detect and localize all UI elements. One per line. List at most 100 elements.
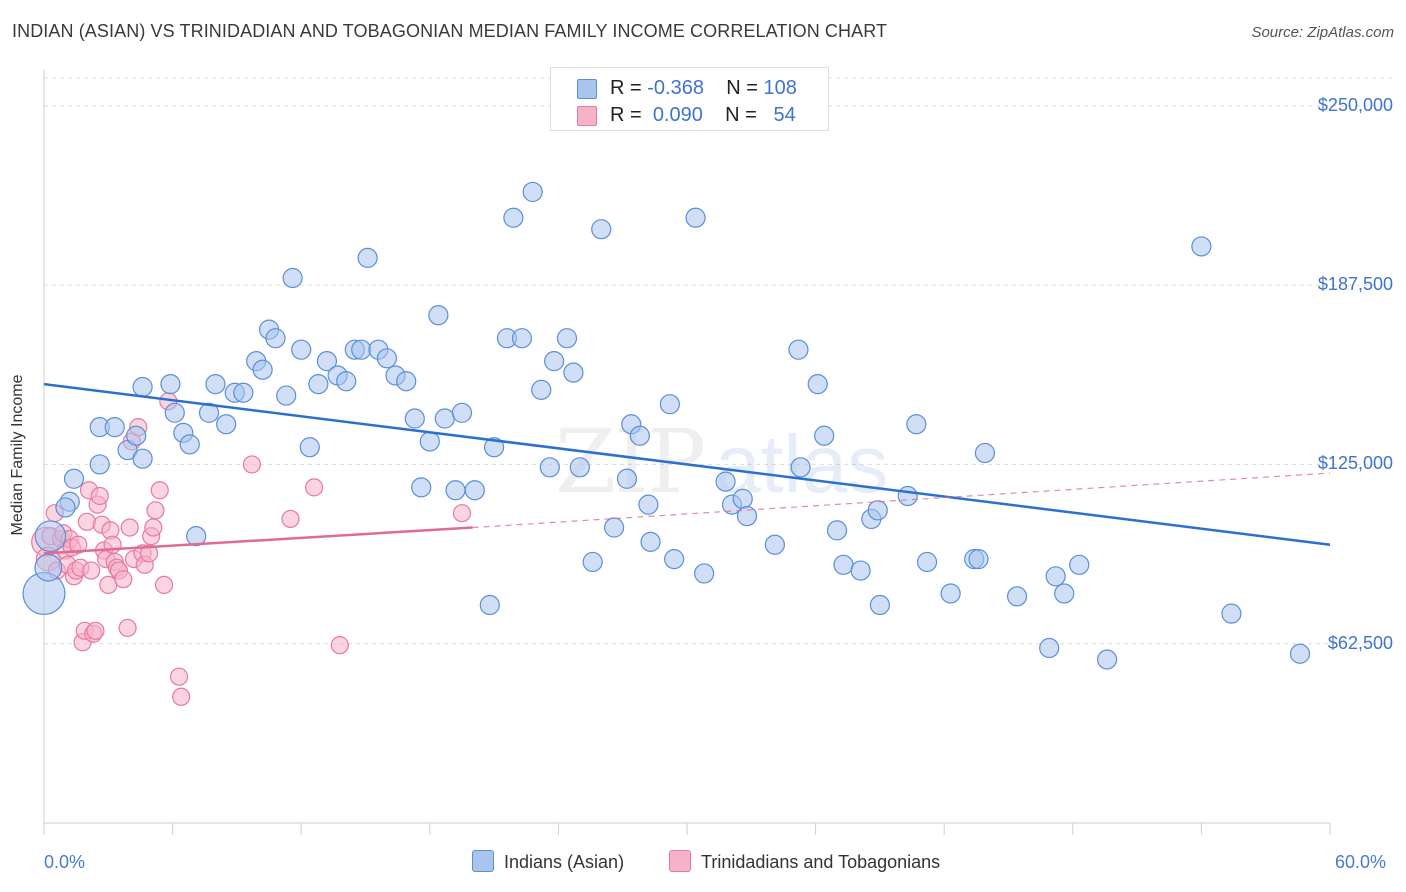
data-point (539, 457, 560, 478)
data-point (89, 454, 110, 475)
data-point (411, 477, 432, 498)
data-point (664, 548, 685, 570)
x-tick-label-min: 0.0% (44, 852, 86, 872)
y-tick-label: $62,500 (1327, 632, 1393, 653)
data-point (351, 339, 372, 360)
data-point (790, 457, 811, 478)
r-label: R = (610, 77, 642, 99)
data-point (591, 219, 612, 240)
data-point (563, 362, 584, 383)
data-point (281, 509, 300, 529)
data-point (160, 374, 181, 395)
n-label: N = (725, 104, 757, 126)
data-point (833, 554, 854, 575)
data-point (357, 247, 378, 268)
blue-swatch-icon (472, 850, 494, 872)
r-value: 0.090 (652, 104, 703, 126)
data-point (807, 374, 828, 395)
pink-swatch-icon (577, 106, 597, 126)
data-point (304, 478, 324, 497)
correlation-legend: R = -0.368 N = 108 R = 0.090 N = 54 (550, 67, 829, 131)
trend-lines (43, 382, 1331, 555)
data-point (940, 583, 961, 604)
data-point (77, 512, 96, 531)
data-point (299, 437, 320, 458)
x-tick-label-max: 60.0% (1335, 852, 1387, 872)
chart-title: INDIAN (ASIAN) VS TRINIDADIAN AND TOBAGO… (12, 21, 888, 41)
data-point (544, 351, 565, 372)
data-point (82, 561, 101, 580)
data-point (118, 618, 137, 638)
y-axis-label: Median Family Income (9, 374, 26, 536)
data-point (69, 535, 88, 554)
data-point (685, 207, 706, 228)
data-point (484, 437, 505, 458)
data-point (90, 486, 109, 506)
data-point (511, 328, 533, 349)
n-label: N = (726, 77, 758, 99)
data-point (732, 488, 753, 509)
data-point (282, 267, 303, 289)
data-point (216, 414, 237, 435)
data-point (869, 594, 891, 616)
data-point (1191, 236, 1212, 257)
data-point (428, 305, 449, 326)
data-point (452, 504, 472, 523)
data-point (169, 667, 189, 686)
data-point (906, 414, 927, 435)
data-point (126, 425, 147, 446)
data-point (154, 575, 174, 595)
data-point (336, 371, 357, 392)
data-point (86, 621, 105, 640)
data-point (233, 382, 254, 403)
data-point (531, 379, 552, 400)
data-point (276, 385, 297, 406)
data-point (1289, 643, 1311, 664)
data-point (968, 548, 989, 570)
data-point (291, 339, 312, 360)
data-point (114, 570, 133, 589)
data-point (638, 494, 659, 515)
data-point (556, 328, 578, 349)
data-point (146, 501, 165, 520)
data-point (445, 480, 466, 501)
data-point (1054, 583, 1075, 604)
data-point (736, 505, 758, 527)
data-point (376, 348, 398, 369)
data-point (265, 328, 286, 349)
trend-line-indians (43, 382, 1331, 546)
data-point (150, 481, 169, 500)
data-point (120, 518, 139, 537)
data-point (659, 394, 680, 415)
data-point (308, 374, 329, 395)
data-point (850, 560, 871, 581)
data-point (479, 594, 500, 616)
y-tick-label: $250,000 (1317, 94, 1393, 115)
data-point (186, 526, 207, 547)
blue-swatch-icon (577, 79, 597, 99)
data-point (205, 374, 226, 395)
data-point (1039, 637, 1060, 659)
data-point (814, 425, 835, 446)
data-point (132, 376, 153, 398)
data-point (316, 351, 338, 372)
data-point (616, 468, 638, 489)
data-point (104, 417, 125, 438)
source-label: Source: ZipAtlas.com (1251, 24, 1394, 41)
data-point (434, 408, 455, 429)
axes (43, 70, 1331, 835)
data-point (788, 339, 809, 360)
data-point (604, 517, 625, 538)
series-indians-points (22, 181, 1311, 670)
data-point (629, 425, 650, 446)
y-tick-label: $187,500 (1317, 274, 1393, 295)
data-point (1006, 586, 1028, 607)
data-point (974, 442, 996, 464)
data-point (522, 181, 543, 203)
data-point (1096, 649, 1118, 670)
data-point (34, 520, 67, 552)
trend-line-trinidadians (43, 526, 473, 555)
data-point (715, 471, 736, 492)
pink-swatch-icon (669, 850, 691, 872)
trend-extension-trinidadians (472, 472, 1331, 529)
